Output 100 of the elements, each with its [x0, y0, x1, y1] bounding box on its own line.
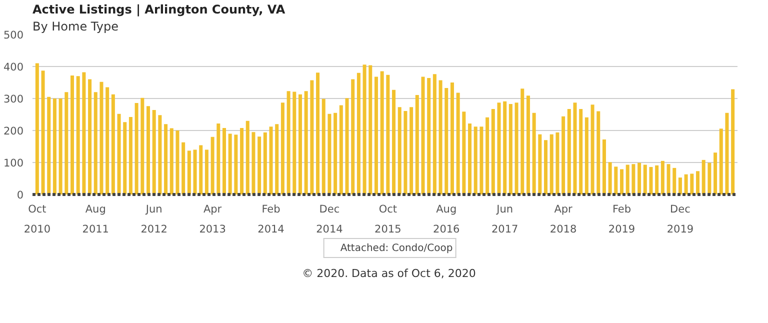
bar: [655, 165, 659, 194]
bar: [82, 72, 86, 194]
bar: [269, 126, 273, 194]
bar: [573, 102, 577, 194]
bar: [456, 92, 460, 194]
bar: [275, 124, 279, 194]
bar: [41, 70, 45, 194]
bar: [584, 117, 588, 194]
bar: [491, 109, 495, 194]
bar: [432, 74, 436, 194]
category-label: Dec 2019: [666, 204, 694, 236]
category-label: Aug 2011: [82, 204, 110, 236]
bar: [550, 134, 554, 194]
bar: [450, 82, 454, 194]
y-tick-label: 200: [3, 126, 24, 138]
category-label: Aug 2016: [433, 204, 460, 236]
bar: [339, 105, 343, 194]
bar: [100, 82, 104, 194]
bar: [725, 112, 729, 194]
bar: [258, 136, 262, 194]
bar: [292, 92, 296, 194]
bar: [666, 164, 670, 194]
bar: [158, 115, 162, 194]
bar: [286, 91, 290, 194]
y-tick-label: 100: [3, 158, 24, 170]
bar: [696, 171, 700, 194]
bar: [602, 139, 606, 194]
bar: [88, 79, 92, 194]
bar: [187, 150, 191, 194]
bar: [427, 78, 431, 194]
bar: [643, 164, 647, 194]
bar: [204, 150, 208, 194]
bar: [474, 126, 478, 194]
bar: [398, 107, 402, 194]
bar: [497, 102, 501, 194]
bar: [35, 63, 39, 194]
category-label: Feb 2019: [608, 204, 636, 236]
category-label: Oct 2010: [24, 204, 51, 236]
bar: [240, 128, 244, 194]
bar: [714, 152, 718, 194]
bar: [486, 117, 490, 194]
bar: [374, 76, 378, 194]
bar: [421, 76, 425, 194]
bar: [176, 130, 180, 194]
bar: [64, 92, 68, 194]
bar: [596, 111, 600, 194]
bar: [70, 75, 74, 194]
bar: [708, 162, 712, 194]
bar: [514, 102, 518, 194]
bar: [410, 107, 414, 194]
bar: [52, 98, 56, 194]
bar: [567, 109, 571, 194]
bar: [480, 126, 484, 194]
bar: [164, 124, 168, 194]
bar: [76, 76, 80, 194]
bar: [526, 96, 530, 194]
category-label: Feb 2014: [258, 204, 284, 236]
bar: [415, 94, 419, 194]
bar: [719, 128, 723, 194]
bar: [532, 112, 536, 194]
bar: [380, 71, 384, 194]
bar: [328, 114, 332, 194]
category-label: Jun 2017: [491, 204, 518, 236]
bar: [140, 98, 144, 194]
bar: [438, 80, 442, 194]
bar: [111, 94, 115, 194]
bar: [392, 90, 396, 194]
bar: [649, 166, 653, 194]
bar: [234, 134, 238, 194]
bar: [731, 89, 735, 194]
bar: [672, 168, 676, 194]
bar: [462, 112, 466, 194]
bar: [626, 164, 630, 194]
bar: [170, 128, 174, 194]
bar: [123, 122, 127, 194]
chart-title: Active Listings | Arlington County, VA: [32, 2, 286, 16]
bar: [386, 74, 390, 194]
bar: [134, 102, 138, 194]
bar: [58, 98, 62, 194]
bar: [117, 114, 121, 194]
bar: [334, 112, 338, 194]
bar: [246, 120, 250, 194]
bar: [304, 91, 308, 194]
bar: [322, 98, 326, 194]
bar: [520, 88, 524, 194]
bar: [263, 132, 267, 194]
bar: [590, 104, 594, 194]
text: Attached: Condo/Coop: [340, 242, 453, 254]
category-label: Oct 2015: [374, 204, 402, 236]
text: © 2020. Data as of Oct 6, 2020: [302, 266, 476, 282]
bar: [678, 178, 682, 194]
bar: [210, 136, 214, 194]
bar: [252, 132, 256, 194]
y-tick-label: 300: [3, 94, 24, 106]
bar: [280, 102, 284, 194]
category-label: Apr 2018: [550, 204, 577, 236]
bar: [702, 160, 706, 194]
bar: [608, 162, 612, 194]
bar: [345, 98, 349, 194]
bar: [222, 128, 226, 194]
